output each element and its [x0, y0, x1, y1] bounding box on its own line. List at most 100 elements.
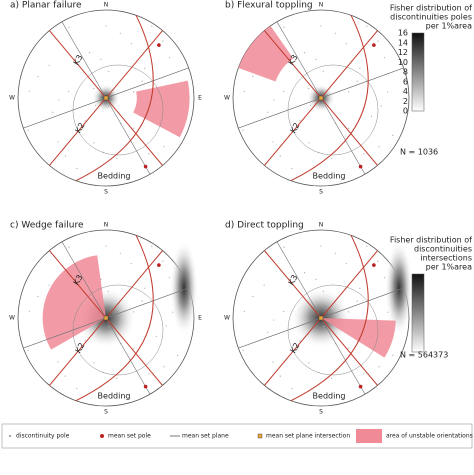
- colorbar-tick: 10: [398, 58, 408, 67]
- set-label: K3: [72, 273, 85, 286]
- pole: [315, 278, 317, 280]
- pole: [162, 40, 164, 42]
- pole: [359, 67, 361, 69]
- compass-label: E: [198, 315, 202, 322]
- pole: [308, 362, 310, 364]
- pole: [272, 141, 274, 143]
- pole: [58, 99, 60, 101]
- pole: [132, 91, 135, 93]
- colorbar-title: per 1%area: [426, 22, 472, 31]
- pole: [345, 263, 347, 265]
- legend-key: [100, 434, 104, 438]
- pole: [151, 245, 153, 247]
- pole: [299, 120, 301, 122]
- pole: [52, 111, 54, 113]
- pole: [378, 146, 380, 148]
- pole: [100, 278, 102, 280]
- sample-count: N = 1036: [400, 148, 438, 157]
- legend-key: [9, 435, 11, 437]
- compass-label: S: [104, 189, 108, 196]
- set-label: Bedding: [98, 172, 131, 181]
- pole: [303, 272, 306, 274]
- pole: [345, 43, 347, 45]
- pole: [148, 373, 150, 375]
- pole: [107, 70, 109, 72]
- intersection: [103, 95, 109, 101]
- unstable-area: [133, 80, 190, 138]
- pole: [283, 310, 285, 313]
- mean-pole: [157, 43, 161, 47]
- pole: [380, 105, 382, 107]
- pole: [252, 295, 254, 298]
- compass-label: S: [319, 409, 323, 416]
- bedding-plane: [290, 235, 369, 402]
- pole: [68, 246, 70, 248]
- pole: [163, 366, 165, 368]
- pole: [105, 245, 107, 247]
- compass-label: N: [104, 2, 109, 9]
- pole: [119, 252, 121, 254]
- compass-label: W: [224, 315, 230, 322]
- pole: [267, 331, 269, 333]
- pole: [68, 26, 70, 28]
- mean-pole: [143, 164, 148, 169]
- pole: [48, 284, 50, 286]
- pole: [64, 375, 66, 377]
- intersection: [318, 95, 324, 101]
- colorbar-title: Fisher distribution of: [390, 4, 472, 13]
- unstable-area: [238, 25, 294, 82]
- density: [170, 240, 198, 336]
- bedding-plane: [290, 15, 369, 182]
- pole: [320, 25, 322, 27]
- mean-pole: [358, 164, 363, 169]
- colorbar: [411, 32, 425, 112]
- mean-pole: [157, 263, 161, 267]
- set-label: Bedding: [313, 392, 346, 401]
- pole: [93, 142, 95, 144]
- pole: [57, 141, 59, 143]
- pole: [272, 361, 274, 363]
- colorbar-tick: 0: [403, 107, 408, 116]
- pole: [84, 120, 86, 122]
- pole: [88, 52, 91, 54]
- pole: [334, 252, 336, 254]
- mean-pole: [143, 384, 148, 389]
- pole: [308, 142, 310, 144]
- pole: [299, 340, 301, 342]
- pole: [263, 284, 265, 286]
- legend-label: mean set pole: [108, 433, 151, 440]
- compass-label: W: [224, 95, 230, 102]
- pole: [322, 70, 324, 72]
- pole: [283, 90, 285, 93]
- pole: [144, 67, 146, 69]
- legend-label: mean set plane: [182, 433, 229, 440]
- pole: [100, 58, 102, 60]
- pole: [163, 146, 165, 148]
- colorbar-tick: 2: [403, 97, 408, 106]
- pole: [315, 58, 317, 60]
- pole: [356, 300, 358, 302]
- pole: [68, 90, 70, 93]
- pole: [119, 32, 121, 34]
- legend-label: discontinuity pole: [16, 433, 70, 440]
- pole: [93, 362, 95, 364]
- pole: [133, 127, 135, 129]
- colorbar-title: discontinuities: [414, 245, 472, 254]
- pole: [366, 25, 368, 27]
- pole: [132, 311, 135, 313]
- pole: [383, 276, 386, 279]
- pole: [279, 375, 281, 377]
- pole: [363, 153, 365, 155]
- pole: [28, 310, 31, 312]
- pole: [323, 325, 325, 328]
- colorbar-tick: 4: [403, 87, 408, 96]
- pole: [165, 325, 167, 327]
- colorbar-title: Fisher distribution of: [390, 236, 472, 245]
- set-label: K2: [289, 341, 302, 354]
- pole: [172, 311, 174, 313]
- legend-key: [356, 429, 382, 443]
- pole: [168, 276, 171, 279]
- pole: [133, 347, 135, 349]
- pole: [267, 111, 269, 113]
